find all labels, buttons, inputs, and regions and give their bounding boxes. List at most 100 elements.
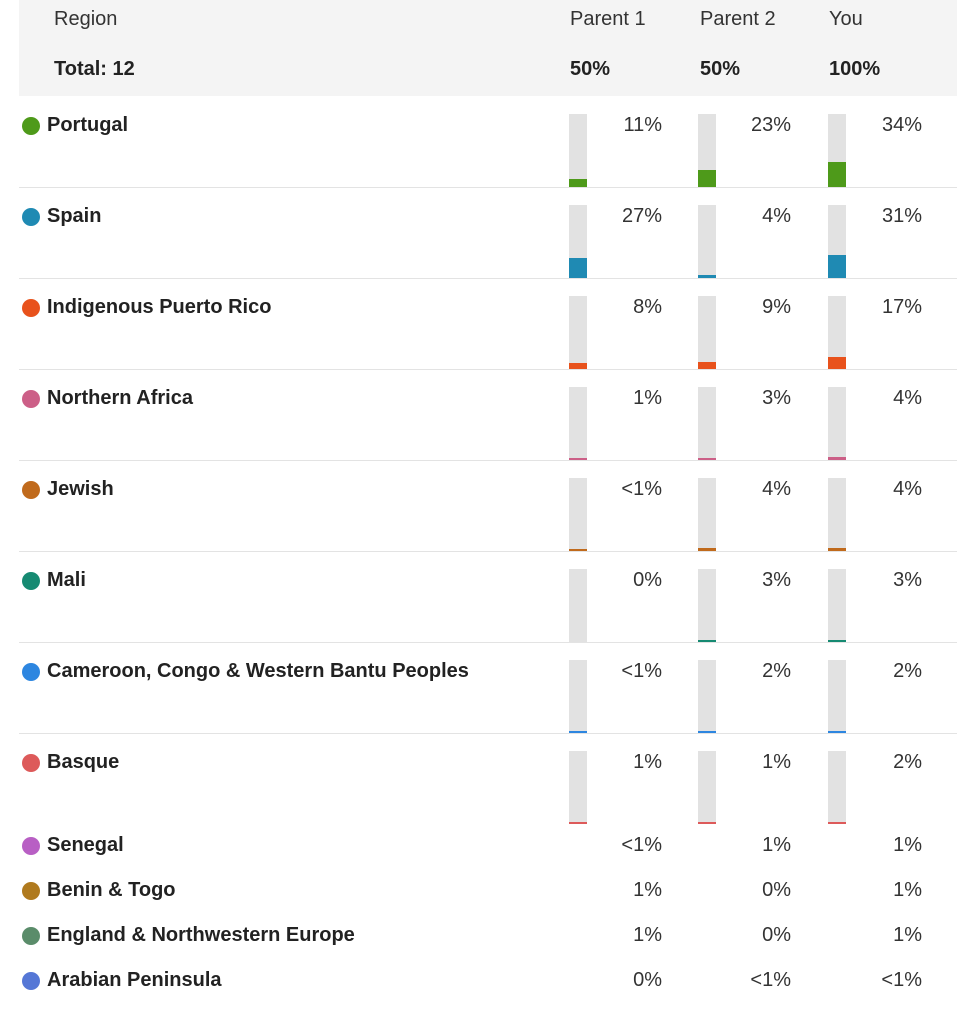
region-row[interactable]: Portugal 11% 23% 34% (19, 96, 957, 188)
bar-fill (698, 731, 716, 733)
parent2-percent: 2% (762, 660, 791, 682)
region-row[interactable]: Cameroon, Congo & Western Bantu Peoples <… (19, 642, 957, 734)
parent1-percent: 1% (633, 387, 662, 409)
bar-fill (569, 258, 587, 278)
you-percent: 1% (893, 879, 922, 901)
bar-fill (828, 640, 846, 642)
parent1-bar (569, 569, 587, 642)
region-name: Spain (47, 205, 102, 227)
bar-fill (569, 363, 587, 369)
parent1-percent: 11% (623, 114, 662, 136)
parent2-bar (698, 569, 716, 642)
you-bar (828, 660, 846, 733)
parent2-percent: 0% (762, 924, 791, 946)
region-row[interactable]: Jewish <1% 4% 4% (19, 460, 957, 552)
parent2-bar (698, 387, 716, 460)
parent2-bar (698, 205, 716, 278)
parent1-percent: <1% (621, 660, 662, 682)
region-row[interactable]: Mali 0% 3% 3% (19, 551, 957, 643)
you-percent: 1% (893, 834, 922, 856)
region-color-dot (22, 481, 40, 499)
parent2-bar (698, 296, 716, 369)
parent1-bar (569, 751, 587, 824)
parent2-percent: 3% (762, 569, 791, 591)
parent1-bar (569, 296, 587, 369)
bar-fill (828, 162, 846, 187)
region-row[interactable]: Basque 1% 1% 2% (19, 733, 957, 824)
bar-fill (828, 548, 846, 551)
you-percent: 4% (893, 387, 922, 409)
parent1-total: 50% (570, 58, 611, 80)
parent1-percent: 1% (633, 879, 662, 901)
you-percent: 3% (893, 569, 922, 591)
region-row[interactable]: England & Northwestern Europe 1% 0% 1% (19, 914, 957, 959)
you-column-header: You (829, 8, 863, 30)
region-color-dot (22, 390, 40, 408)
region-color-dot (22, 754, 40, 772)
parent1-percent: <1% (621, 834, 662, 856)
you-bar (828, 387, 846, 460)
you-percent: 1% (893, 924, 922, 946)
region-name: Arabian Peninsula (47, 969, 222, 991)
parent2-percent: <1% (750, 969, 791, 991)
region-name: Basque (47, 751, 120, 773)
table-header: Region Total: 12 Parent 1 50% Parent 2 5… (19, 0, 957, 96)
bar-fill (828, 357, 846, 369)
bar-fill (569, 731, 587, 733)
bar-fill (828, 255, 846, 278)
bar-fill (828, 457, 846, 460)
parent2-percent: 23% (750, 114, 791, 136)
region-row[interactable]: Arabian Peninsula 0% <1% <1% (19, 959, 957, 1004)
parent2-bar (698, 751, 716, 824)
parent1-percent: 1% (633, 751, 662, 773)
region-name: Portugal (47, 114, 129, 136)
parent2-bar (698, 114, 716, 187)
parent2-percent: 3% (762, 387, 791, 409)
region-name: Indigenous Puerto Rico (47, 296, 272, 318)
parent2-percent: 4% (762, 205, 791, 227)
you-percent: 2% (893, 660, 922, 682)
region-color-dot (22, 927, 40, 945)
you-percent: <1% (881, 969, 922, 991)
bar-fill (569, 549, 587, 551)
bar-fill (698, 170, 716, 187)
bar-fill (698, 458, 716, 460)
region-name: Cameroon, Congo & Western Bantu Peoples (47, 660, 469, 682)
parent1-percent: <1% (621, 478, 662, 500)
region-row[interactable]: Spain 27% 4% 31% (19, 187, 957, 279)
region-color-dot (22, 299, 40, 317)
parent1-percent: 0% (633, 569, 662, 591)
region-color-dot (22, 882, 40, 900)
parent1-percent: 27% (621, 205, 662, 227)
bar-fill (698, 640, 716, 642)
parent2-percent: 1% (762, 751, 791, 773)
parent2-percent: 1% (762, 834, 791, 856)
bar-fill (698, 362, 716, 369)
region-color-dot (22, 837, 40, 855)
you-percent: 34% (881, 114, 922, 136)
you-percent: 2% (893, 751, 922, 773)
region-color-dot (22, 572, 40, 590)
parent2-column-header: Parent 2 (700, 8, 776, 30)
region-name: Mali (47, 569, 86, 591)
you-total: 100% (829, 58, 881, 80)
region-row[interactable]: Indigenous Puerto Rico 8% 9% 17% (19, 278, 957, 370)
parent1-percent: 8% (633, 296, 662, 318)
region-row[interactable]: Northern Africa 1% 3% 4% (19, 369, 957, 461)
bar-fill (698, 822, 716, 824)
parent1-bar (569, 660, 587, 733)
region-row[interactable]: Senegal <1% 1% 1% (19, 824, 957, 869)
region-row[interactable]: Benin & Togo 1% 0% 1% (19, 869, 957, 914)
parent2-bar (698, 478, 716, 551)
you-bar (828, 296, 846, 369)
parent2-percent: 4% (762, 478, 791, 500)
bar-fill (698, 275, 716, 278)
region-name: Jewish (47, 478, 114, 500)
parent1-percent: 1% (633, 924, 662, 946)
total-count: Total: 12 (54, 58, 135, 80)
bar-fill (828, 822, 846, 824)
bar-fill (569, 179, 587, 187)
you-bar (828, 751, 846, 824)
you-percent: 31% (881, 205, 922, 227)
you-bar (828, 205, 846, 278)
